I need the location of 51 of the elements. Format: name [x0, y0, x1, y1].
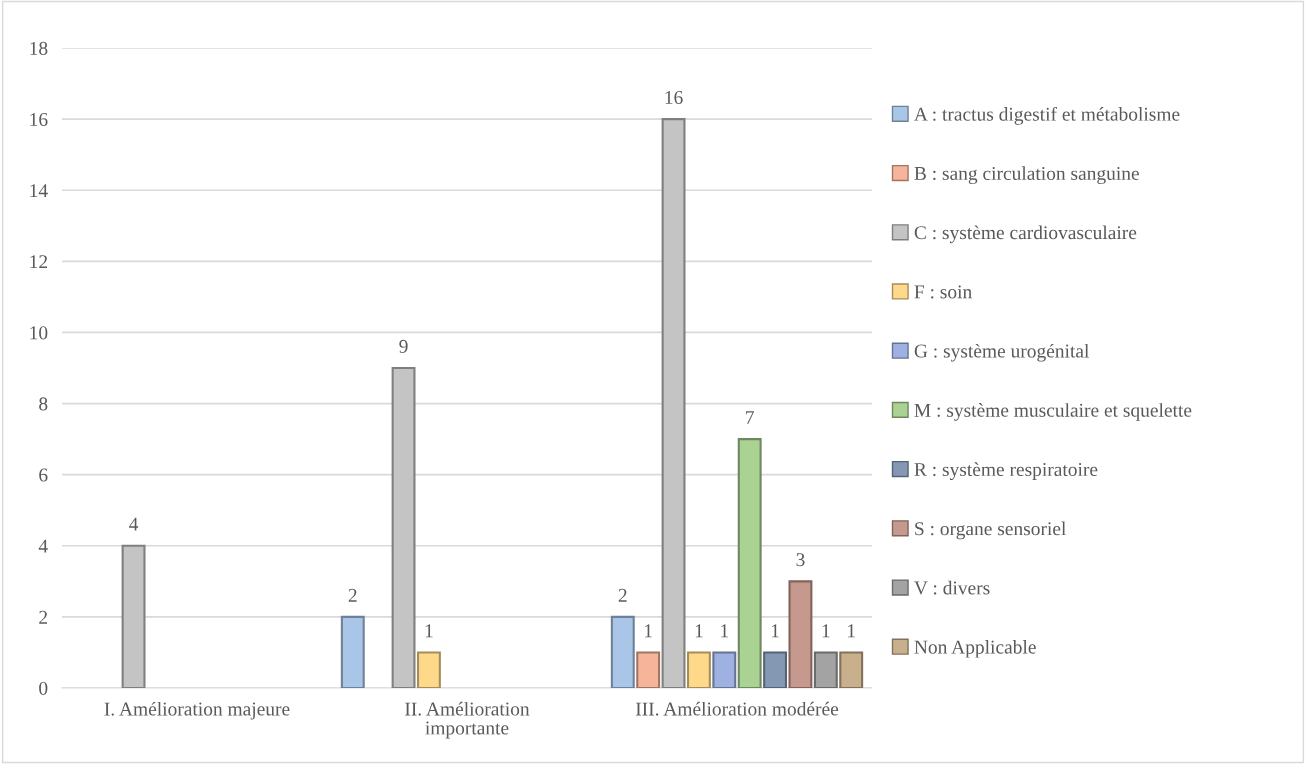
bar — [391, 366, 416, 688]
legend-label: G : système urogénital — [914, 343, 1089, 362]
legend-label: V : divers — [914, 580, 990, 595]
x-tick-label: II. Amélioration importante — [405, 701, 530, 739]
legend-label: A : tractus digestif et métabolisme — [914, 106, 1180, 125]
y-tick-label: 8 — [39, 397, 48, 411]
data-label: 1 — [695, 624, 703, 638]
data-label: 1 — [425, 624, 433, 638]
bar — [340, 615, 365, 688]
bar — [712, 651, 737, 688]
legend-label: Non Applicable — [914, 639, 1036, 658]
legend-label: M : système musculaire et squelette — [914, 403, 1192, 421]
y-tick-label: 14 — [30, 184, 48, 197]
bar — [737, 438, 762, 688]
y-tick-label: 0 — [39, 681, 48, 695]
y-tick-label: 2 — [39, 610, 48, 624]
bar — [416, 651, 441, 688]
legend-label: R : système respiratoire — [914, 462, 1098, 481]
bar — [763, 651, 788, 688]
data-label: 3 — [796, 553, 805, 567]
data-label: 1 — [721, 624, 728, 638]
y-tick-label: 16 — [30, 112, 48, 127]
y-tick-label: 10 — [30, 326, 48, 340]
data-label: 9 — [399, 339, 408, 353]
data-label: 1 — [848, 624, 855, 638]
data-label: 7 — [746, 411, 754, 424]
x-tick-label: I. Amélioration majeure — [104, 701, 290, 720]
bar — [121, 544, 146, 688]
bar — [610, 615, 635, 688]
y-tick-label: 12 — [30, 255, 48, 269]
data-label: 1 — [822, 624, 830, 638]
data-label: 2 — [618, 588, 627, 602]
bar — [813, 651, 838, 688]
data-label: 1 — [645, 624, 652, 638]
bar — [788, 580, 813, 688]
data-label: 16 — [665, 90, 683, 105]
data-label: 1 — [771, 624, 779, 638]
y-tick-label: 18 — [30, 41, 48, 55]
y-tick-label: 6 — [39, 468, 48, 482]
data-label: 2 — [348, 588, 357, 602]
data-label: 4 — [129, 517, 139, 531]
legend-label: F : soin — [914, 285, 972, 299]
bar — [686, 651, 711, 688]
y-tick-label: 4 — [38, 539, 48, 553]
bar — [661, 118, 686, 688]
legend-label: S : organe sensoriel — [915, 521, 1066, 540]
x-tick-label: III. Amélioration modérée — [635, 701, 839, 716]
legend-label: C : système cardiovasculaire — [914, 225, 1137, 244]
bar — [839, 651, 864, 688]
bar — [636, 651, 661, 688]
legend-label: B : sang circulation sanguine — [914, 166, 1139, 184]
